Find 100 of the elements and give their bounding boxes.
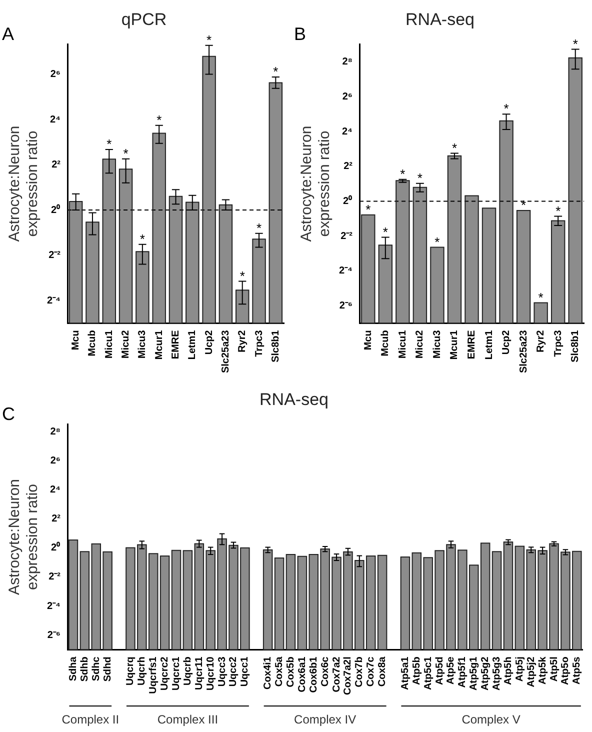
annotation: * [206, 32, 212, 48]
chart-title: qPCR [121, 10, 167, 29]
x-tick-label: Slc25a23 [220, 330, 232, 374]
x-tick-label: Atp5k [537, 656, 548, 684]
y-tick-label: 2⁸ [50, 426, 61, 438]
x-tick-label: Micu2 [414, 330, 426, 359]
x-tick-label: Ryr2 [536, 330, 547, 352]
x-tick-label: Uqcrc1 [171, 656, 182, 691]
y-tick-label: 2⁰ [50, 542, 61, 554]
x-tick-label: Atp5a1 [400, 656, 411, 690]
x-tick-label: Mcur1 [154, 330, 165, 360]
y-tick-label: 2⁻² [340, 230, 354, 242]
y-tick-label: 2⁸ [342, 56, 353, 68]
text: Complex III [157, 712, 218, 726]
x-tick-label: Uqcrq [125, 656, 136, 686]
x-tick-label: Trpc3 [254, 330, 265, 357]
x-tick-label: Mcur1 [449, 330, 460, 360]
x-tick-label: Cox7b [354, 656, 366, 688]
x-tick-label: Uqcrfs1 [148, 656, 160, 694]
annotation: * [556, 203, 561, 218]
x-tick-label: Atp5s [572, 656, 583, 684]
text: Complex II [62, 712, 120, 726]
x-tick-label: Uqcc1 [240, 656, 251, 687]
x-tick-label: Cox4i1 [262, 656, 274, 690]
x-tick-label: Atp5j2 [526, 656, 537, 688]
x-tick-label: Mcub [87, 330, 98, 356]
y-tick-label: 2⁻⁴ [338, 266, 353, 277]
y-tick-label: 2⁻⁶ [47, 630, 61, 641]
y-axis-title: Astrocyte:Neuron expression ratio [6, 479, 42, 595]
annotation: * [123, 146, 128, 161]
y-tick-label: 2⁻⁴ [46, 295, 61, 306]
x-tick-label: EMRE [170, 330, 182, 360]
x-tick-label: Slc8b1 [270, 330, 282, 362]
x-tick-label: Micu2 [120, 330, 132, 359]
text: A [2, 24, 14, 44]
annotation: * [382, 224, 388, 240]
y-tick-label: 2⁻² [48, 572, 62, 583]
x-tick-label: Cox7a2l [342, 656, 354, 696]
x-tick-label: Mcu [70, 330, 82, 350]
x-tick-label: Cox5a [274, 656, 286, 687]
x-tick-label: EMRE [466, 330, 478, 360]
y-tick-label: 2⁶ [50, 455, 61, 466]
y-tick-label: 2⁻⁴ [46, 600, 61, 612]
x-tick-label: Sdha [68, 656, 79, 682]
x-tick-label: Uqcrb [182, 656, 194, 686]
x-tick-label: Cox5b [285, 656, 296, 688]
annotation: * [417, 170, 422, 186]
x-tick-label: Micu1 [104, 330, 115, 359]
annotation: * [538, 290, 544, 305]
annotation: * [400, 166, 406, 182]
x-tick-label: Ucp2 [204, 330, 215, 355]
x-tick-label: Sdhc [90, 656, 102, 682]
x-tick-label: Slc8b1 [570, 330, 582, 362]
annotation: * [273, 64, 278, 80]
x-tick-label: Slc25a23 [518, 330, 530, 374]
x-tick-label: Atp5d [434, 656, 446, 685]
text: Complex IV [294, 712, 356, 726]
x-tick-label: Sdhd [102, 656, 114, 682]
x-tick-label: Cox7a2 [331, 656, 342, 692]
y-tick-label: 2² [52, 160, 62, 171]
annotation: * [452, 140, 458, 156]
x-tick-label: Uqcr11 [194, 656, 205, 690]
y-tick-label: 2⁰ [342, 194, 353, 207]
x-tick-label: Letm1 [187, 330, 198, 360]
x-tick-label: Atp5o [560, 656, 572, 685]
y-tick-label: 2⁶ [342, 91, 353, 102]
x-tick-label: Atp5g1 [468, 656, 480, 691]
x-tick-label: Uqcrc2 [160, 656, 171, 691]
x-tick-label: Atp5g2 [480, 656, 492, 691]
y-tick-label: 2⁻² [48, 250, 62, 262]
y-tick-label: 2⁶ [50, 69, 61, 80]
x-tick-label: Cox6a1 [296, 656, 308, 692]
x-tick-label: Atp5e [446, 656, 457, 684]
x-tick-label: Atp5c1 [422, 656, 434, 690]
y-tick-label: 2⁴ [50, 114, 61, 126]
x-tick-label: Atp5l [548, 656, 560, 682]
chart-title: RNA-seq [260, 390, 328, 409]
x-tick-label: Uqcrh [136, 656, 148, 686]
annotation: * [572, 36, 578, 52]
y-tick-label: 2⁻⁶ [339, 300, 353, 312]
annotation: * [106, 136, 112, 152]
x-tick-label: Atp5g3 [492, 656, 503, 691]
y-axis-title: Astrocyte:Neuron expression ratio [298, 126, 334, 242]
y-tick-label: 2⁴ [342, 126, 353, 138]
y-axis-title: Astrocyte:Neuron expression ratio [6, 126, 42, 242]
y-tick-label: 2⁴ [50, 484, 61, 496]
x-tick-label: Cox6b1 [308, 656, 320, 693]
y-tick-label: 2² [344, 161, 354, 172]
x-tick-label: Mcub [380, 330, 392, 356]
x-tick-label: Atp5j [514, 656, 526, 682]
y-tick-label: 2⁰ [50, 204, 61, 216]
x-tick-label: Micu3 [137, 330, 148, 359]
annotation: * [504, 101, 509, 116]
annotation: * [156, 112, 162, 128]
text: B [294, 24, 306, 44]
x-tick-label: Micu3 [432, 330, 443, 359]
annotation: * [140, 231, 145, 246]
x-tick-label: Atp5h [502, 656, 514, 685]
x-tick-label: Ucp2 [501, 330, 512, 355]
x-tick-label: Cox6c [320, 656, 331, 687]
